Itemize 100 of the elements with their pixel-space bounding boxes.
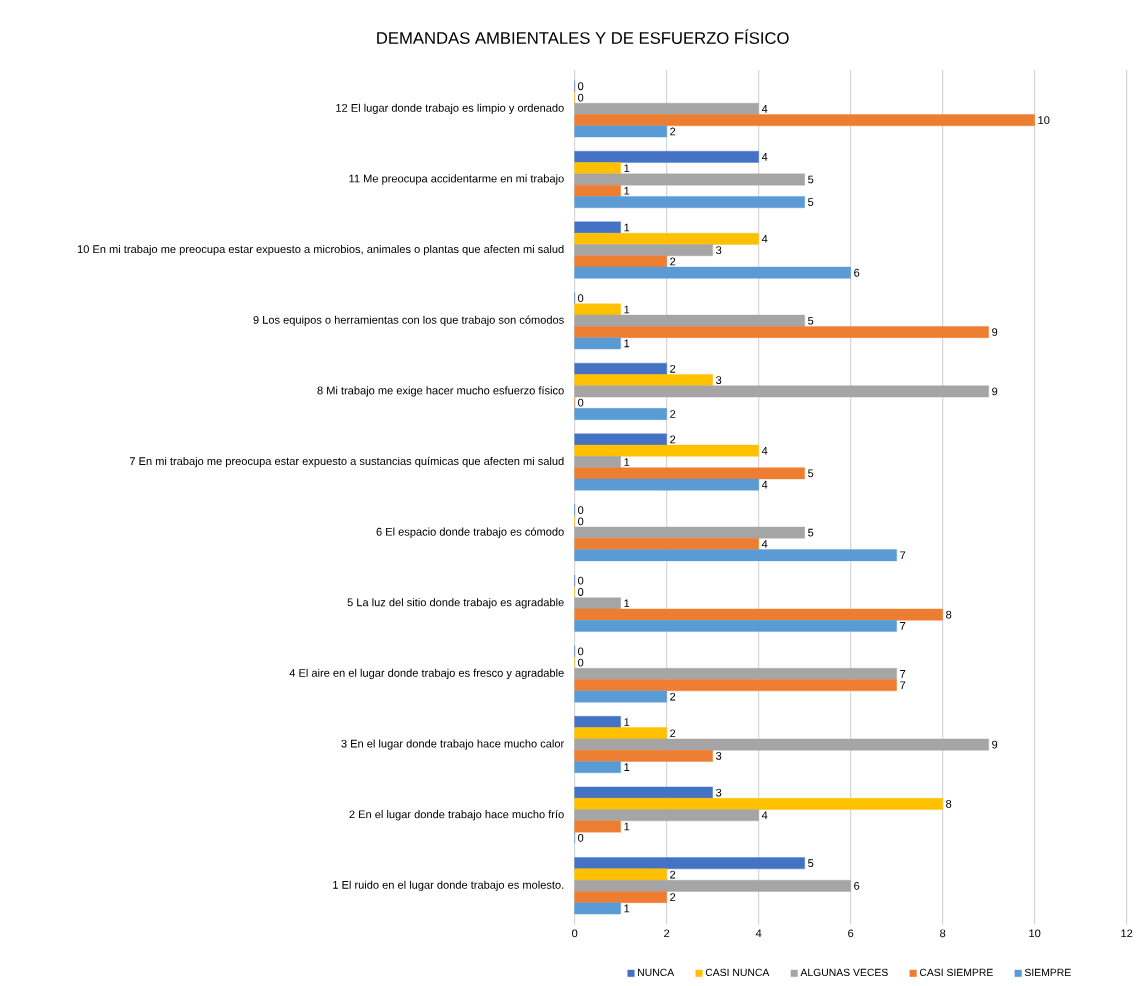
data-label: 1 <box>624 458 630 466</box>
y-tick-label: 10 En mi trabajo me preocupa estar expuesto a microbios, animales o plantas que afecten mi salud <box>77 244 564 256</box>
data-label: 9 <box>992 387 998 396</box>
bar <box>574 374 713 386</box>
data-label: 5 <box>808 175 814 184</box>
data-label: 2 <box>670 870 676 879</box>
bar <box>574 385 989 398</box>
data-label: 6 <box>854 268 860 277</box>
data-label: 4 <box>761 235 768 243</box>
data-label: 2 <box>670 257 676 266</box>
y-tick-label: 2 En el lugar donde trabajo hace mucho frío <box>349 809 564 821</box>
data-label: 7 <box>900 551 906 560</box>
bar <box>574 314 805 327</box>
bar <box>574 857 805 870</box>
bar <box>574 879 851 892</box>
data-label: 7 <box>900 622 906 630</box>
y-tick-label: 3 En el lugar donde trabajo hace mucho calor <box>341 739 565 750</box>
bar <box>574 362 667 375</box>
data-label: 1 <box>624 186 630 195</box>
data-label: 2 <box>670 127 676 136</box>
y-tick-label: 1 El ruido en el lugar donde trabajo es molesto. <box>333 880 564 891</box>
bar <box>574 244 713 256</box>
bar <box>574 798 943 810</box>
bar <box>574 467 805 480</box>
y-tick-label: 5 La luz del sitio donde trabajo es agradable <box>347 598 564 609</box>
bar <box>574 549 897 562</box>
chart-title: DEMANDAS AMBIENTALES Y DE ESFUERZO FÍSICO <box>377 29 789 44</box>
data-label: 1 <box>624 718 630 726</box>
data-label: 5 <box>808 859 814 868</box>
bar <box>574 196 805 208</box>
bar <box>574 232 759 245</box>
data-label: 5 <box>808 316 814 325</box>
data-label: 4 <box>761 105 768 113</box>
data-label: 0 <box>578 647 584 656</box>
bar <box>574 738 989 751</box>
bar <box>574 103 759 115</box>
bar <box>574 820 621 833</box>
bar <box>574 255 667 268</box>
bar <box>574 162 621 175</box>
data-label: 3 <box>716 376 722 384</box>
data-label: 6 <box>854 881 860 890</box>
data-label: 0 <box>578 506 584 514</box>
bar <box>574 408 667 420</box>
y-tick-label: 8 Mi trabajo me exige hacer mucho esfuerzo físico <box>317 386 564 397</box>
data-label: 0 <box>578 517 584 526</box>
data-label: 0 <box>578 93 584 102</box>
bar <box>574 902 621 915</box>
data-label: 7 <box>900 670 906 678</box>
data-label: 3 <box>716 788 722 797</box>
x-tick-label: 6 <box>848 929 854 938</box>
legend-label: NUNCA <box>638 968 675 977</box>
bar <box>574 266 851 279</box>
data-label: 8 <box>946 610 952 619</box>
data-label: 2 <box>670 692 676 701</box>
x-tick-label: 4 <box>755 929 762 937</box>
bar <box>574 868 667 881</box>
data-label: 9 <box>992 328 998 336</box>
bar <box>574 526 805 539</box>
data-label: 1 <box>624 223 630 232</box>
bar <box>574 690 667 703</box>
data-label: 5 <box>808 528 814 537</box>
data-label: 0 <box>578 576 584 585</box>
bar <box>574 786 713 799</box>
data-label: 2 <box>670 729 676 738</box>
data-label: 4 <box>761 540 768 548</box>
legend-label: SIEMPRE <box>1024 968 1071 977</box>
bar <box>574 750 713 762</box>
bar <box>574 326 989 338</box>
bar <box>574 668 897 680</box>
bar <box>574 597 621 610</box>
bar <box>574 538 759 550</box>
data-label: 0 <box>578 398 584 407</box>
bar <box>574 716 621 728</box>
bar <box>574 620 897 632</box>
data-label: 1 <box>624 822 630 831</box>
data-label: 5 <box>808 469 814 478</box>
x-tick-label: 10 <box>1029 929 1041 938</box>
data-label: 1 <box>624 763 630 771</box>
data-label: 10 <box>1038 116 1050 125</box>
y-tick-label: 6 El espacio donde trabajo es cómodo <box>376 527 564 538</box>
bar <box>574 478 759 491</box>
data-label: 2 <box>670 893 676 901</box>
data-label: 0 <box>578 82 584 91</box>
bar <box>574 221 621 234</box>
data-label: 1 <box>624 339 630 348</box>
x-tick-label: 8 <box>940 929 946 938</box>
bar <box>574 809 759 822</box>
bar <box>574 114 1035 127</box>
legend-label: ALGUNAS VECES <box>800 968 888 977</box>
data-label: 1 <box>624 599 630 608</box>
data-label: 2 <box>670 364 676 373</box>
x-tick-label: 12 <box>1121 929 1133 938</box>
y-tick-label: 12 El lugar donde trabajo es limpio y ordenado <box>336 103 564 115</box>
data-label: 4 <box>761 153 768 161</box>
bar <box>574 173 805 186</box>
legend-label: CASI NUNCA <box>705 968 770 977</box>
data-label: 9 <box>992 740 998 749</box>
data-label: 8 <box>946 799 952 808</box>
bar <box>574 125 667 138</box>
data-label: 2 <box>670 435 676 444</box>
